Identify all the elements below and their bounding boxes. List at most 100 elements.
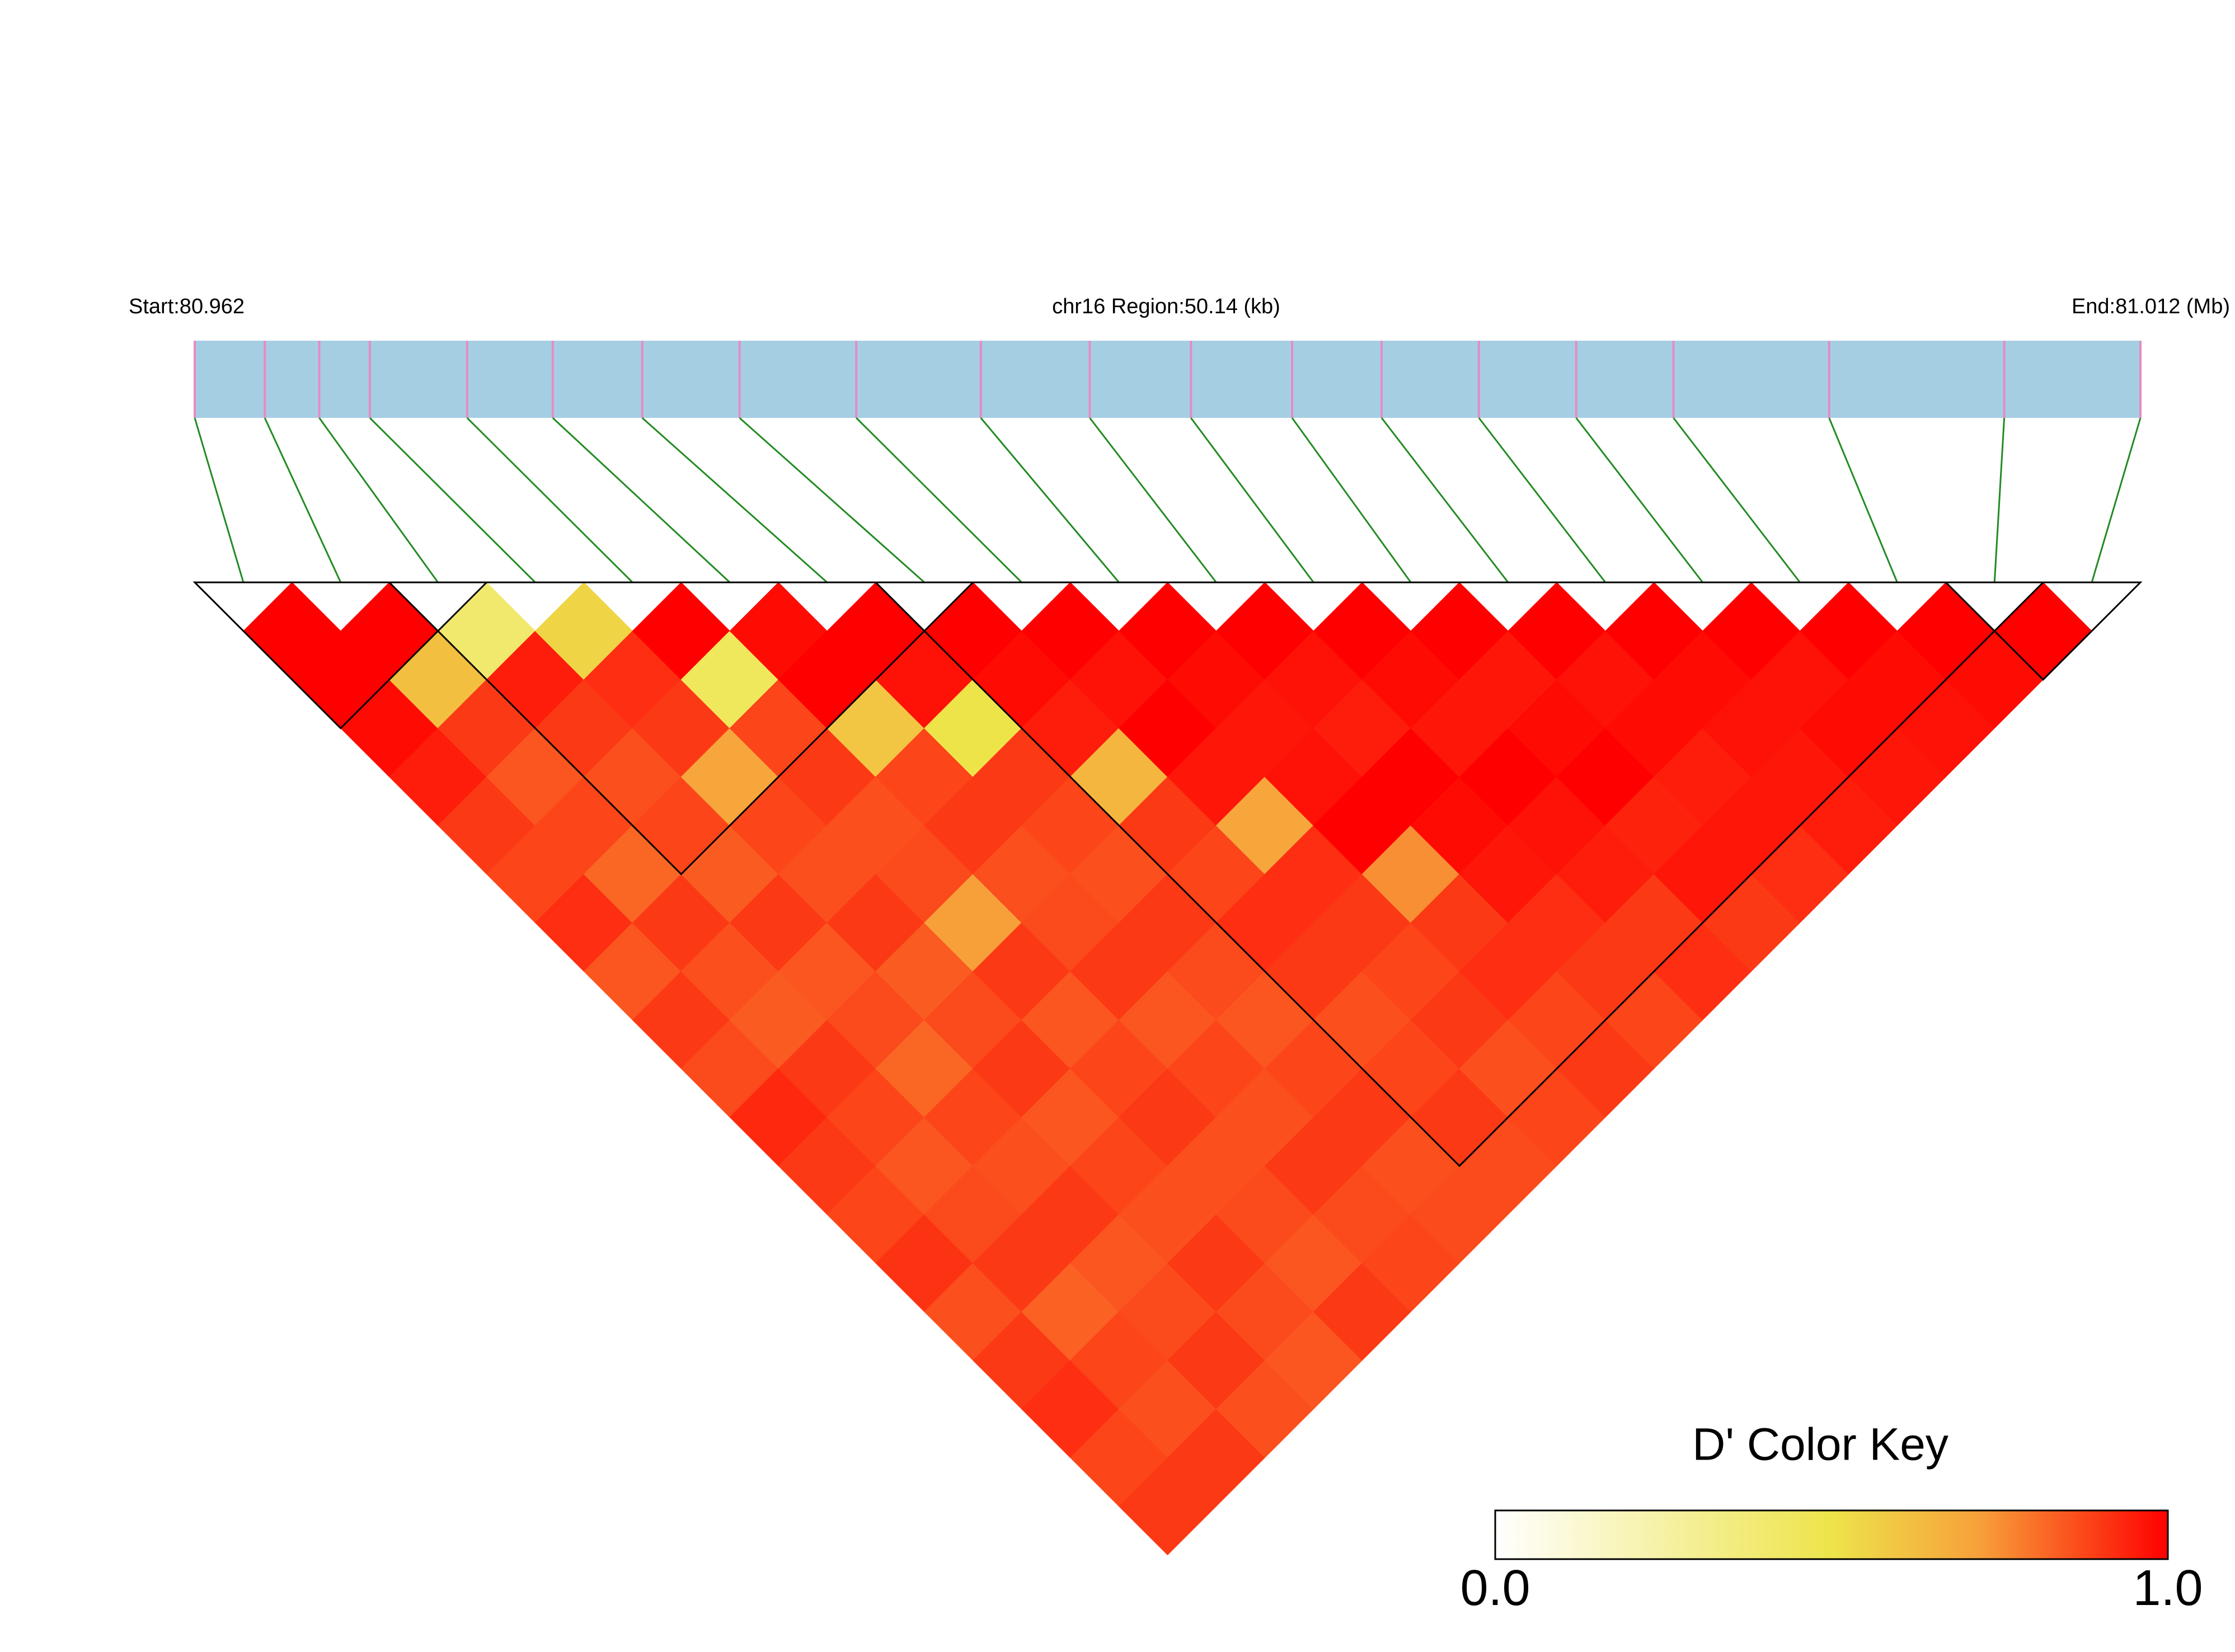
ld-cell <box>1508 582 1606 680</box>
ld-cell <box>1167 922 1265 1020</box>
ld-cell <box>1264 922 1363 1020</box>
ld-cell <box>1799 582 1898 680</box>
ld-cell <box>486 630 584 729</box>
ld-cell <box>340 679 439 778</box>
snp-connector <box>1190 417 1314 583</box>
ld-cell <box>1508 873 1606 972</box>
ld-cell <box>729 971 828 1069</box>
ld-cell <box>778 1117 876 1215</box>
ld-cell <box>1264 1117 1363 1215</box>
ld-cell <box>1556 728 1655 826</box>
color-key-title: D' Color Key <box>1692 1419 1948 1470</box>
ld-cell <box>1313 679 1411 778</box>
ld-cell <box>973 630 1071 729</box>
ld-cell <box>1264 1311 1363 1410</box>
ld-cell <box>680 630 779 729</box>
ld-cell <box>534 679 633 778</box>
ld-cell <box>1215 1360 1314 1458</box>
ld-cell <box>827 582 925 680</box>
region-bar <box>195 341 2140 418</box>
ld-cell <box>1021 1165 1120 1264</box>
ld-cell <box>1070 1214 1168 1312</box>
color-key-tick-label: 0.0 <box>1460 1560 1530 1616</box>
ld-cell <box>1508 679 1606 778</box>
ld-cell <box>1751 728 1849 826</box>
ld-cell <box>1021 582 1120 680</box>
end-label: End:81.012 (Mb) <box>2072 295 2230 318</box>
ld-cell <box>1021 1360 1120 1458</box>
snp-connector <box>1381 417 1509 583</box>
ld-cell <box>1118 679 1217 778</box>
ld-cell <box>534 582 633 680</box>
ld-cell <box>583 728 682 826</box>
ld-cell <box>1702 679 1801 778</box>
ld-cell <box>1070 922 1168 1020</box>
ld-cell <box>1508 971 1606 1069</box>
ld-cell <box>973 825 1071 924</box>
ld-cell <box>778 825 876 924</box>
color-key <box>1494 1509 2169 1560</box>
ld-cell <box>1313 873 1411 972</box>
ld-cell <box>1459 1117 1557 1215</box>
ld-cell <box>729 1068 828 1166</box>
ld-cell <box>1021 971 1120 1069</box>
ld-cell <box>583 825 682 924</box>
snp-connector <box>739 417 925 583</box>
ld-cell <box>1070 1117 1168 1215</box>
ld-cell <box>389 630 487 729</box>
snp-connector <box>856 417 1022 583</box>
ld-cell <box>1654 630 1752 729</box>
ld-cell <box>1070 630 1168 729</box>
ld-cell <box>1070 825 1168 924</box>
ld-cell <box>1410 873 1509 972</box>
ld-cell <box>973 728 1071 826</box>
ld-cell <box>1605 679 1703 778</box>
ld-cell <box>1070 1409 1168 1507</box>
ld-cell <box>292 630 390 729</box>
snp-connector <box>1993 417 2006 583</box>
ld-cell <box>827 971 925 1069</box>
ld-cell <box>1021 1263 1120 1361</box>
ld-cell <box>1215 873 1314 972</box>
ld-block <box>874 581 2045 1168</box>
ld-block <box>192 581 489 729</box>
snp-connector <box>1478 417 1607 583</box>
ld-cell <box>1313 1165 1411 1264</box>
ld-cell <box>973 922 1071 1020</box>
ld-cell <box>827 1165 925 1264</box>
ld-cell <box>1264 630 1363 729</box>
ld-cell <box>973 1117 1071 1215</box>
ld-cell <box>1848 630 1946 729</box>
ld-cell <box>1021 873 1120 972</box>
ld-cell <box>827 1068 925 1166</box>
ld-cell <box>1361 922 1460 1020</box>
snp-connector <box>1828 417 1898 583</box>
ld-cell <box>1264 1214 1363 1312</box>
snp-connector <box>552 417 731 583</box>
ld-cell <box>1264 728 1363 826</box>
snp-connector <box>2091 417 2142 583</box>
ld-cell <box>1070 728 1168 826</box>
ld-cell <box>778 630 876 729</box>
snp-connector <box>1575 417 1703 583</box>
snp-connector <box>1089 417 1217 583</box>
ld-cell <box>1945 630 2044 729</box>
ld-cell <box>1702 873 1801 972</box>
ld-cell <box>1410 679 1509 778</box>
snp-connector <box>194 417 245 583</box>
ld-cell <box>1654 922 1752 1020</box>
ld-cell <box>680 922 779 1020</box>
ld-cell <box>1264 825 1363 924</box>
ld-cell <box>1070 1019 1168 1118</box>
snp-connector <box>980 417 1120 583</box>
ld-cell <box>1361 630 1460 729</box>
snp-connector <box>466 417 633 583</box>
ld-cell <box>1021 1068 1120 1166</box>
ld-cell <box>1556 922 1655 1020</box>
ld-cell <box>924 679 1022 778</box>
ld-cell <box>1508 1068 1606 1166</box>
ld-cell <box>583 922 682 1020</box>
ld-cell <box>1751 825 1849 924</box>
ld-cell <box>1313 971 1411 1069</box>
